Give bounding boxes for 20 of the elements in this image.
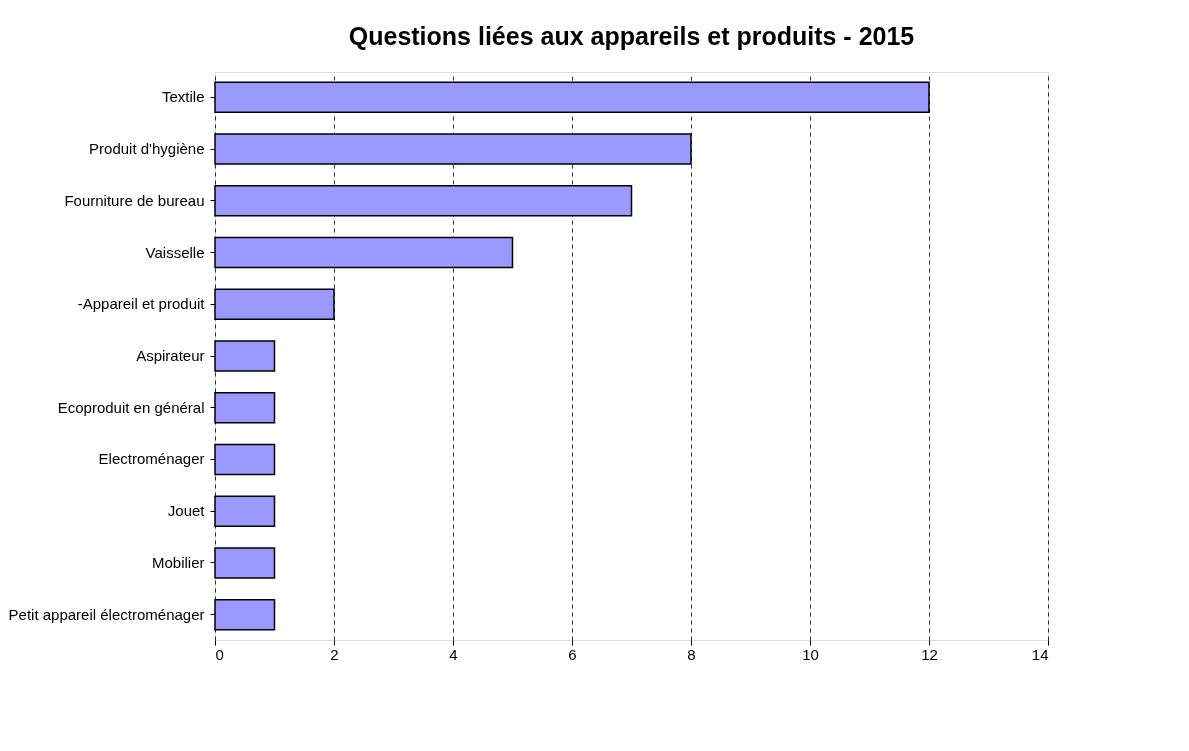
y-tick-label: Jouet: [167, 502, 206, 520]
y-tick-label: Textile: [161, 88, 205, 106]
x-tick-label: 12: [921, 645, 938, 663]
y-tick-label: Petit appareil électroménager: [8, 605, 205, 623]
x-tick-label: 0: [215, 645, 224, 663]
x-tick-label: 8: [687, 645, 696, 663]
y-tick-label: Fourniture de bureau: [64, 191, 205, 209]
y-tick-label: Vaisselle: [145, 243, 205, 261]
y-tick-label: Produit d'hygiène: [89, 140, 205, 158]
y-tick-label: Electroménager: [98, 450, 205, 468]
y-tick-label: Ecoproduit en général: [57, 398, 205, 416]
x-tick-label: 2: [330, 645, 339, 663]
x-tick-label: 14: [1031, 645, 1049, 663]
y-tick-label: -Appareil et produit: [77, 295, 206, 313]
x-tick-label: 10: [802, 645, 819, 663]
chart-title: Questions liées aux appareils et produits - 2015: [348, 22, 915, 50]
y-tick-label: Mobilier: [151, 553, 205, 571]
y-tick-label: Aspirateur: [136, 347, 205, 364]
x-tick-label: 6: [568, 645, 577, 663]
x-tick-label: 4: [449, 645, 458, 663]
